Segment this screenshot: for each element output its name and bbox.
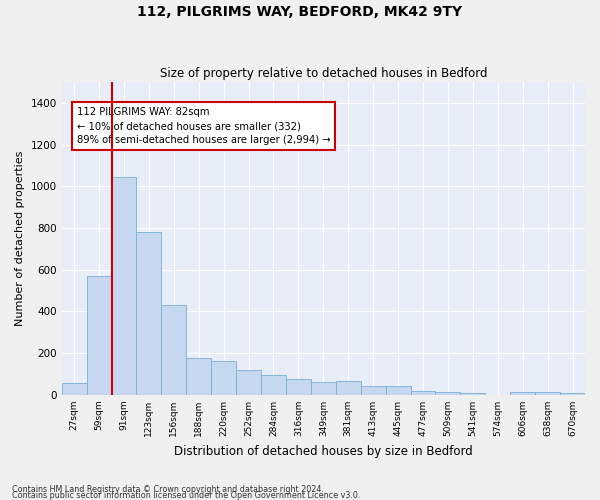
Title: Size of property relative to detached houses in Bedford: Size of property relative to detached ho… bbox=[160, 66, 487, 80]
Text: Contains public sector information licensed under the Open Government Licence v3: Contains public sector information licen… bbox=[12, 491, 361, 500]
Bar bbox=[211, 360, 236, 395]
Bar bbox=[311, 382, 336, 395]
Bar bbox=[112, 177, 136, 395]
Text: 112 PILGRIMS WAY: 82sqm
← 10% of detached houses are smaller (332)
89% of semi-d: 112 PILGRIMS WAY: 82sqm ← 10% of detache… bbox=[77, 107, 330, 145]
Text: Contains HM Land Registry data © Crown copyright and database right 2024.: Contains HM Land Registry data © Crown c… bbox=[12, 485, 324, 494]
Bar bbox=[286, 380, 311, 395]
Bar bbox=[62, 384, 86, 395]
Bar bbox=[186, 358, 211, 395]
Bar bbox=[460, 393, 485, 395]
Bar bbox=[535, 392, 560, 395]
Bar bbox=[510, 392, 535, 395]
Bar bbox=[361, 386, 386, 395]
Text: 112, PILGRIMS WAY, BEDFORD, MK42 9TY: 112, PILGRIMS WAY, BEDFORD, MK42 9TY bbox=[137, 5, 463, 19]
Bar bbox=[336, 382, 361, 395]
Bar bbox=[136, 232, 161, 395]
Bar bbox=[86, 276, 112, 395]
Bar bbox=[236, 370, 261, 395]
Bar bbox=[161, 305, 186, 395]
Bar bbox=[386, 386, 410, 395]
Y-axis label: Number of detached properties: Number of detached properties bbox=[15, 151, 25, 326]
Bar bbox=[436, 392, 460, 395]
X-axis label: Distribution of detached houses by size in Bedford: Distribution of detached houses by size … bbox=[174, 444, 473, 458]
Bar bbox=[560, 393, 585, 395]
Bar bbox=[261, 375, 286, 395]
Bar bbox=[410, 391, 436, 395]
